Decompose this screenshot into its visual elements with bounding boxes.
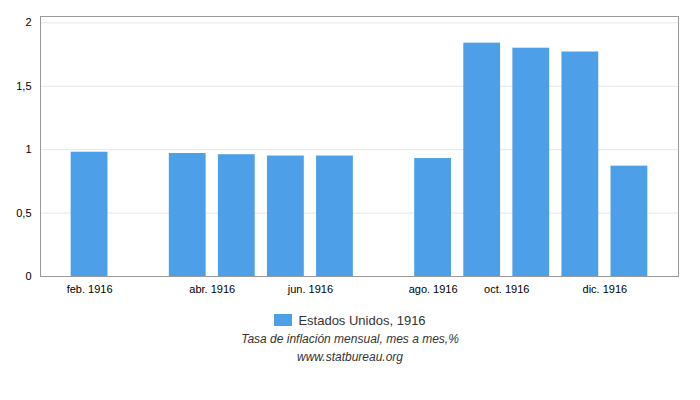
svg-text:0: 0	[25, 270, 31, 282]
html-text:Estados Unidos, 1916: Estados Unidos, 1916	[298, 312, 426, 328]
svg-text:feb. 1916: feb. 1916	[67, 283, 113, 295]
html-text:www.statbureau.org: www.statbureau.org	[297, 350, 403, 364]
svg-text:0,5: 0,5	[16, 207, 31, 219]
svg-text:2: 2	[25, 16, 31, 28]
svg-text:1,5: 1,5	[16, 80, 31, 92]
svg-text:ago. 1916: ago. 1916	[409, 283, 458, 295]
svg-text:dic. 1916: dic. 1916	[583, 283, 628, 295]
svg-text:1: 1	[25, 143, 31, 155]
html-text:Tasa de inflación mensual, mes: Tasa de inflación mensual, mes a mes,%	[241, 332, 459, 346]
svg-text:jun. 1916: jun. 1916	[287, 283, 333, 295]
svg-text:oct. 1916: oct. 1916	[484, 283, 529, 295]
svg-text:abr. 1916: abr. 1916	[189, 283, 235, 295]
